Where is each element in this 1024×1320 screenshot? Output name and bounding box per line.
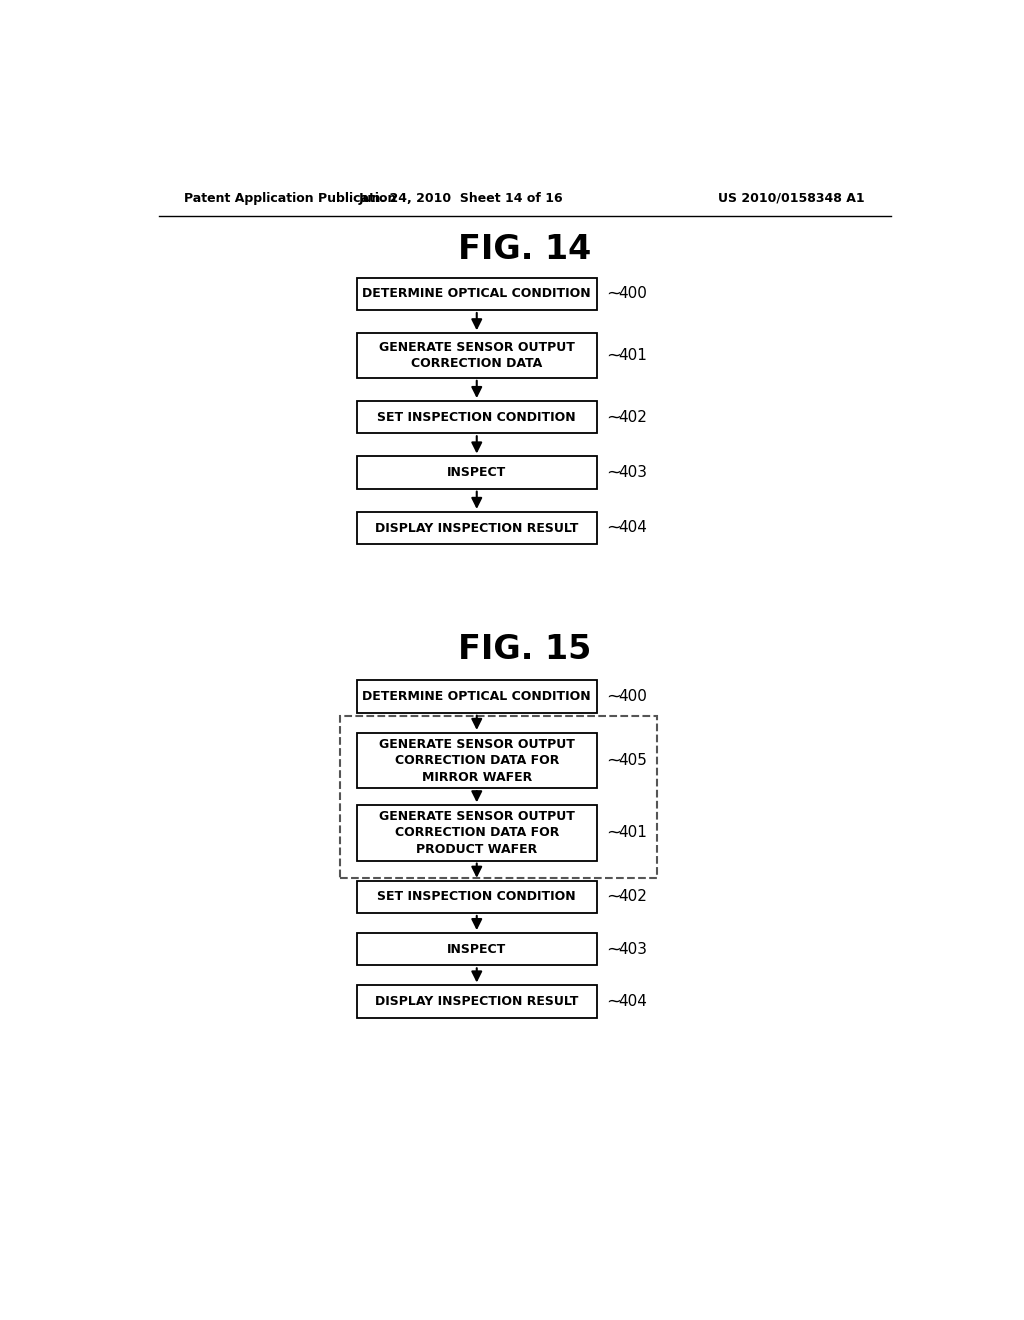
Text: 401: 401 (618, 825, 647, 841)
Text: ~: ~ (606, 285, 622, 302)
Text: Patent Application Publication: Patent Application Publication (183, 191, 396, 205)
Text: 400: 400 (618, 689, 647, 704)
Text: GENERATE SENSOR OUTPUT
CORRECTION DATA FOR
PRODUCT WAFER: GENERATE SENSOR OUTPUT CORRECTION DATA F… (379, 810, 574, 855)
Text: 403: 403 (618, 941, 647, 957)
Text: ~: ~ (606, 888, 622, 906)
Bar (356, 333, 597, 378)
Text: 401: 401 (618, 348, 647, 363)
Text: INSPECT: INSPECT (447, 466, 507, 479)
Bar (340, 715, 656, 878)
Text: US 2010/0158348 A1: US 2010/0158348 A1 (718, 191, 864, 205)
Text: 404: 404 (618, 994, 647, 1008)
Bar (356, 401, 597, 433)
Text: ~: ~ (606, 463, 622, 482)
Text: DISPLAY INSPECTION RESULT: DISPLAY INSPECTION RESULT (375, 995, 579, 1008)
Bar (356, 985, 597, 1018)
Text: INSPECT: INSPECT (447, 942, 507, 956)
Text: ~: ~ (606, 751, 622, 770)
Text: ~: ~ (606, 688, 622, 706)
Bar (356, 733, 597, 788)
Text: 403: 403 (618, 465, 647, 480)
Text: FIG. 15: FIG. 15 (458, 634, 592, 667)
Text: 404: 404 (618, 520, 647, 536)
Text: SET INSPECTION CONDITION: SET INSPECTION CONDITION (378, 890, 577, 903)
Text: ~: ~ (606, 940, 622, 958)
Bar (356, 277, 597, 310)
Text: ~: ~ (606, 408, 622, 426)
Bar (356, 512, 597, 544)
Text: GENERATE SENSOR OUTPUT
CORRECTION DATA FOR
MIRROR WAFER: GENERATE SENSOR OUTPUT CORRECTION DATA F… (379, 738, 574, 784)
Text: 402: 402 (618, 890, 647, 904)
Text: DETERMINE OPTICAL CONDITION: DETERMINE OPTICAL CONDITION (362, 288, 591, 301)
Text: SET INSPECTION CONDITION: SET INSPECTION CONDITION (378, 411, 577, 424)
Text: ~: ~ (606, 347, 622, 364)
Bar (356, 880, 597, 913)
Bar (356, 805, 597, 861)
Text: DISPLAY INSPECTION RESULT: DISPLAY INSPECTION RESULT (375, 521, 579, 535)
Text: ~: ~ (606, 993, 622, 1011)
Text: 400: 400 (618, 286, 647, 301)
Text: GENERATE SENSOR OUTPUT
CORRECTION DATA: GENERATE SENSOR OUTPUT CORRECTION DATA (379, 341, 574, 371)
Text: 405: 405 (618, 752, 647, 768)
Bar (356, 457, 597, 488)
Text: DETERMINE OPTICAL CONDITION: DETERMINE OPTICAL CONDITION (362, 690, 591, 704)
Bar (356, 681, 597, 713)
Text: Jun. 24, 2010  Sheet 14 of 16: Jun. 24, 2010 Sheet 14 of 16 (359, 191, 563, 205)
Text: FIG. 14: FIG. 14 (458, 232, 592, 265)
Text: 402: 402 (618, 409, 647, 425)
Bar (356, 933, 597, 965)
Text: ~: ~ (606, 519, 622, 537)
Text: ~: ~ (606, 824, 622, 842)
